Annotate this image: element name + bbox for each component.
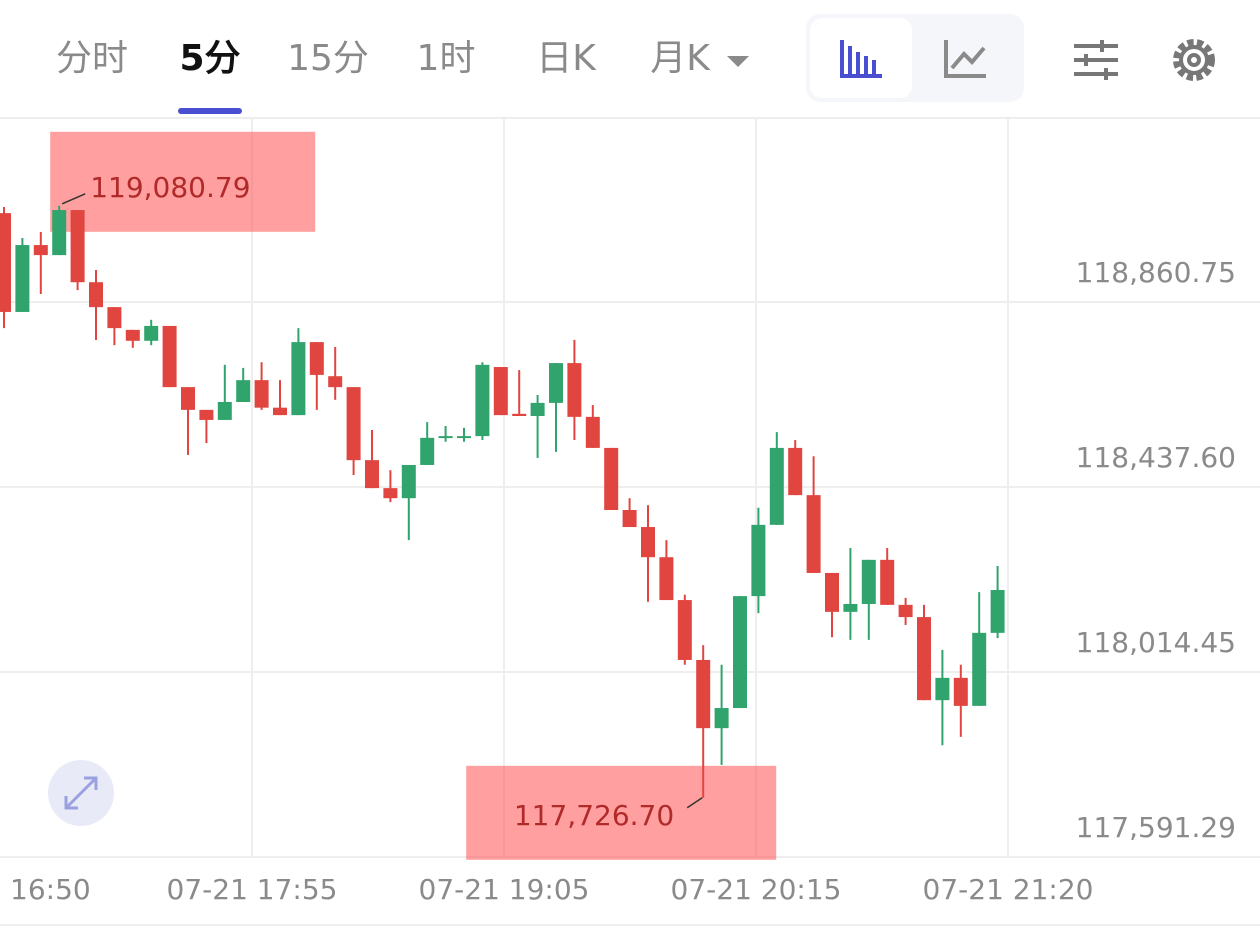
candle-body	[346, 387, 361, 461]
leader-line	[61, 193, 86, 205]
candle-body	[953, 677, 968, 706]
candle-body	[843, 603, 858, 612]
candle-body	[291, 342, 306, 416]
candle-body	[438, 436, 453, 439]
tab[interactable]: 1时	[417, 38, 476, 79]
candle-body	[199, 409, 214, 420]
y-tick-label: 118,860.75	[1076, 256, 1236, 289]
candle-body	[420, 437, 435, 465]
candle-body	[52, 210, 67, 256]
candle-body	[493, 367, 508, 416]
candle-body	[677, 600, 692, 660]
candle-body	[549, 363, 563, 403]
tab[interactable]: 月K	[650, 38, 711, 79]
candle-body	[70, 210, 85, 283]
candle-body	[89, 282, 103, 308]
candle-body	[365, 460, 379, 489]
candle-body	[935, 677, 950, 701]
candle-body	[162, 325, 177, 388]
candle-body	[309, 342, 324, 375]
labels: 117,591.29 118,014.45 118,437.60 118,860.75…	[10, 256, 1236, 906]
candle-body	[181, 387, 195, 410]
tab[interactable]: 分时	[56, 38, 128, 79]
indicator-settings-button[interactable]	[1074, 40, 1118, 80]
tab-bar: 分时 5分 15分 1时 日K 月K	[56, 38, 749, 114]
candle-body	[806, 495, 821, 573]
candle-body	[604, 447, 619, 510]
x-tick-label: 07-21 20:15	[671, 873, 842, 906]
min-price-label: 117,726.70	[514, 799, 674, 832]
x-tick-label: 07-21 17:55	[167, 873, 338, 906]
candle-body	[585, 416, 600, 448]
candle-body	[788, 447, 803, 496]
candle-body	[0, 213, 11, 312]
candle-style-button[interactable]	[810, 18, 912, 98]
candle-style-icon	[840, 40, 882, 78]
leader-line	[686, 797, 703, 809]
candle-body	[659, 557, 674, 601]
x-tick-label: 07-21 21:20	[923, 873, 1094, 906]
x-tick-label: 07-21 19:05	[419, 873, 590, 906]
expand-button[interactable]	[48, 760, 114, 826]
highlight-box	[466, 765, 777, 860]
candle-body	[880, 559, 895, 605]
candle-body	[972, 632, 987, 706]
candle-body	[714, 708, 729, 729]
candle-body	[917, 617, 931, 701]
tab[interactable]: 日K	[536, 38, 597, 79]
candle-body	[861, 559, 876, 604]
tab[interactable]: 5分	[179, 38, 240, 79]
candle-body	[217, 402, 232, 420]
line-style-button[interactable]	[944, 40, 986, 78]
candle-body	[254, 380, 269, 408]
candle-body	[641, 527, 655, 558]
settings-button[interactable]	[1173, 39, 1215, 81]
candle-body	[33, 245, 48, 256]
candle-body	[273, 407, 287, 416]
candle-body	[457, 436, 471, 439]
y-tick-label: 117,591.29	[1076, 811, 1236, 844]
max-price-label: 119,080.79	[90, 171, 250, 204]
candles	[0, 205, 1005, 798]
candle-body	[696, 659, 711, 729]
candle-body	[567, 363, 582, 417]
candle-body	[107, 307, 122, 329]
candle-body	[530, 402, 545, 416]
candle-body	[622, 509, 637, 528]
candle-body	[236, 380, 251, 403]
candle-body	[383, 488, 398, 499]
tab[interactable]: 15分	[287, 38, 369, 79]
candle-body	[733, 596, 747, 709]
candle-body	[898, 604, 913, 618]
candle-body	[401, 464, 416, 499]
candle-body	[15, 245, 30, 312]
y-tick-label: 118,014.45	[1076, 626, 1236, 659]
dropdown-arrow	[727, 56, 749, 67]
candle-body	[990, 589, 1005, 633]
candle-body	[125, 329, 140, 341]
candle-body	[475, 364, 490, 437]
highlight-box	[50, 131, 316, 232]
annotations	[50, 131, 777, 860]
candle-body	[328, 376, 343, 388]
x-tick-label: 16:50	[10, 873, 91, 906]
candle-body	[769, 447, 784, 525]
y-tick-label: 118,437.60	[1076, 441, 1236, 474]
active-tab-indicator	[178, 108, 242, 114]
candle-body	[144, 325, 159, 341]
candle-body	[512, 413, 527, 416]
candle-body	[751, 524, 766, 597]
candle-body	[825, 572, 839, 612]
